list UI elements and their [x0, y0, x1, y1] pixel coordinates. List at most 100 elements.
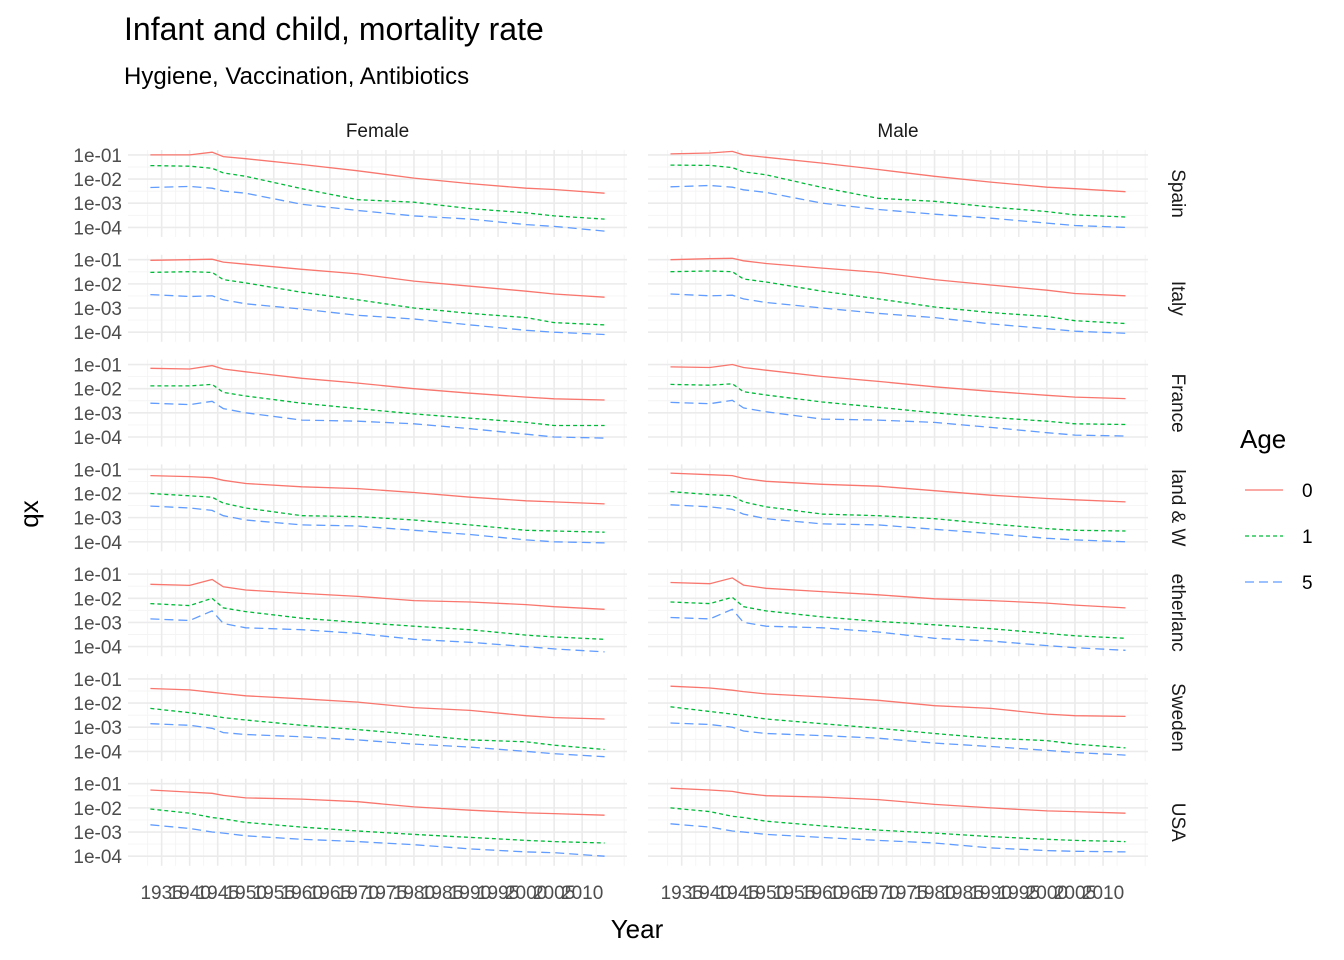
series-line-age-1 [150, 808, 605, 844]
series-line-age-0 [150, 151, 605, 194]
x-tick-label: 1940 [689, 883, 731, 904]
series-line-age-1 [150, 271, 605, 326]
legend-label-age-5: 5 [1302, 573, 1313, 594]
series-line-age-0 [670, 577, 1126, 609]
series-line-age-5 [670, 293, 1126, 334]
series-line-age-0 [150, 258, 605, 298]
panel-italy-male [648, 254, 1148, 342]
panel-netherlands-female [128, 569, 627, 657]
y-tick-label: 1e-01 [73, 356, 122, 377]
series-line-age-1 [670, 164, 1126, 218]
legend-title: Age [1240, 424, 1286, 454]
y-tick-label: 1e-02 [73, 799, 122, 820]
panel-netherlands-male [648, 569, 1148, 657]
series-line-age-0 [670, 472, 1126, 503]
series-line-age-5 [670, 504, 1126, 543]
x-tick-label: 2000 [505, 883, 547, 904]
y-tick-label: 1e-01 [73, 775, 122, 796]
y-tick-label: 1e-01 [73, 670, 122, 691]
x-tick-label: 1960 [281, 883, 323, 904]
x-tick-label: 1965 [309, 883, 351, 904]
y-tick-label: 1e-03 [73, 194, 122, 215]
chart-title: Infant and child, mortality rate [124, 11, 544, 47]
series-line-age-0 [150, 687, 605, 720]
series-line-age-1 [150, 597, 605, 640]
panel-france-female [128, 359, 627, 447]
y-axis-title: qx [14, 500, 44, 527]
x-tick-label: 1990 [970, 883, 1012, 904]
x-tick-label: 1970 [857, 883, 899, 904]
series-line-age-1 [670, 383, 1126, 426]
x-tick-label: 1995 [998, 883, 1040, 904]
facet-row-label-usa: USA [1167, 803, 1188, 842]
facet-col-label-female: Female [346, 121, 409, 142]
y-tick-label: 1e-04 [73, 533, 122, 554]
series-line-age-1 [150, 492, 605, 533]
series-line-age-5 [150, 400, 605, 439]
series-line-age-0 [150, 789, 605, 816]
x-tick-label: 1980 [913, 883, 955, 904]
x-tick-label: 1935 [140, 883, 182, 904]
x-axis-title: Year [611, 914, 664, 944]
x-tick-label: 2010 [1082, 883, 1124, 904]
series-line-age-0 [670, 363, 1126, 400]
y-tick-label: 1e-01 [73, 460, 122, 481]
y-tick-label: 1e-04 [73, 638, 122, 659]
series-line-age-0 [670, 150, 1126, 193]
y-tick-label: 1e-02 [73, 380, 122, 401]
y-tick-label: 1e-01 [73, 565, 122, 586]
series-line-age-5 [670, 399, 1126, 437]
series-line-age-5 [670, 184, 1126, 229]
panel-sweden-male [648, 674, 1148, 761]
series-line-age-1 [150, 707, 605, 751]
series-line-age-1 [670, 270, 1126, 325]
x-tick-label: 1985 [941, 883, 983, 904]
series-line-age-0 [670, 787, 1126, 814]
x-tick-label: 1960 [801, 883, 843, 904]
y-tick-label: 1e-02 [73, 275, 122, 296]
series-line-age-1 [670, 807, 1126, 843]
series-line-age-5 [670, 608, 1126, 651]
x-tick-label: 1975 [885, 883, 927, 904]
y-tick-label: 1e-04 [73, 428, 122, 449]
series-line-age-1 [670, 706, 1126, 749]
series-line-age-1 [150, 383, 605, 427]
x-tick-label: 1995 [477, 883, 519, 904]
series-line-age-1 [670, 490, 1126, 532]
y-tick-label: 1e-02 [73, 694, 122, 715]
x-tick-label: 1940 [169, 883, 211, 904]
y-tick-label: 1e-02 [73, 589, 122, 610]
facet-row-label-france: France [1167, 374, 1188, 433]
y-tick-label: 1e-03 [73, 613, 122, 634]
series-line-age-5 [670, 722, 1126, 756]
x-tick-label: 1965 [829, 883, 871, 904]
series-line-age-5 [150, 293, 605, 336]
x-tick-label: 2005 [1054, 883, 1096, 904]
x-tick-label: 1955 [253, 883, 295, 904]
facet-panels: Spain 1e-01 1e-02 1e-03 1e-04 Italy 1e-01 1e-02… [73, 121, 1188, 904]
panel-france-male [648, 359, 1148, 447]
y-tick-label: 1e-04 [73, 742, 122, 763]
facet-row-label-sweden: Sweden [1167, 683, 1188, 752]
y-tick-label: 1e-03 [73, 404, 122, 425]
x-tick-label: 2010 [561, 883, 603, 904]
chart-subtitle: Hygiene, Vaccination, Antibiotics [124, 63, 469, 90]
y-tick-label: 1e-04 [73, 323, 122, 344]
facet-row-label-netherlands: etherlanc [1167, 574, 1188, 652]
y-tick-label: 1e-03 [73, 823, 122, 844]
facet-row-label-england-wales: land & W [1167, 469, 1188, 546]
x-tick-label: 1990 [449, 883, 491, 904]
y-tick-label: 1e-01 [73, 146, 122, 167]
x-tick-label: 1945 [197, 883, 239, 904]
series-line-age-5 [150, 185, 605, 232]
y-tick-label: 1e-02 [73, 170, 122, 191]
y-tick-label: 1e-01 [73, 251, 122, 272]
legend: 0 1 5 [1245, 481, 1313, 594]
series-line-age-0 [150, 578, 605, 610]
y-tick-label: 1e-03 [73, 509, 122, 530]
series-line-age-5 [150, 723, 605, 758]
x-tick-label: 1950 [225, 883, 267, 904]
series-line-age-0 [150, 474, 605, 505]
legend-label-age-0: 0 [1302, 481, 1313, 502]
